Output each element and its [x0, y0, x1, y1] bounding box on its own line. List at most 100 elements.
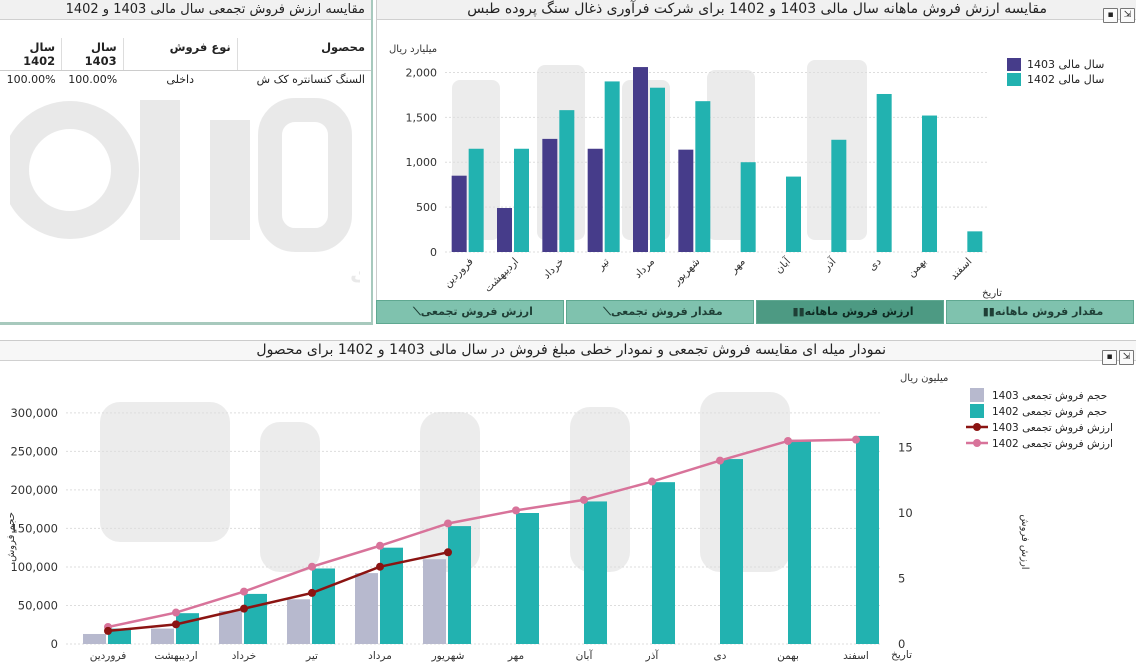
tab-label: مقدار فروش تجمعی [611, 305, 723, 318]
y-tick-label: 250,000 [10, 444, 58, 458]
tab-label: ارزش فروش تجمعی [420, 305, 533, 318]
y-tick-label: 2,000 [406, 66, 438, 79]
line-1403 [107, 551, 449, 633]
bar-1403 [587, 148, 603, 252]
legend-swatch [970, 388, 984, 402]
bar-1402 [788, 439, 811, 644]
x-tick-label: اسفند [843, 650, 869, 662]
x-axis-label: تاریخ [982, 288, 1002, 299]
cumulative-chart-tools: ▪ ⇲ [1100, 344, 1134, 365]
tab-3[interactable]: ارزش فروش تجمعی⟋ [376, 300, 564, 324]
table-header-row: محصول نوع فروش سال 1403 سال 1402 [0, 38, 371, 71]
point-1402 [580, 495, 588, 504]
x-tick-label: آذر [645, 649, 660, 662]
point-1403 [376, 562, 384, 571]
chart-tabs: ارزش فروش تجمعی⟋ مقدار فروش تجمعی⟋ ارزش فر… [376, 300, 1136, 324]
bar-1402 [695, 101, 711, 252]
y-axis-label: میلیارد ریال [389, 44, 437, 55]
monthly-chart-title: مقایسه ارزش فروش ماهانه سال مالی 1403 و … [377, 0, 1136, 20]
bar-1402 [516, 513, 539, 644]
point-1403 [240, 604, 248, 613]
export-icon[interactable]: ⇲ [1120, 8, 1135, 23]
export-icon[interactable]: ⇲ [1119, 350, 1134, 365]
table-panel-tools [2, 2, 36, 18]
x-tick-label: شهریور [670, 256, 702, 288]
save-icon[interactable]: ▪ [1103, 8, 1118, 23]
watermark-shape [700, 392, 790, 572]
bar-1402 [604, 81, 620, 252]
y2-tick-label: 5 [898, 572, 905, 586]
col-header-sale-type[interactable]: نوع فروش [122, 38, 238, 71]
bar-1402 [786, 176, 801, 252]
tab-0[interactable]: مقدار فروش ماهانه▮▮ [946, 300, 1134, 324]
watermark-text: کارگزار بورس اوراق بهادار، کالا و انرژی [350, 259, 360, 286]
x-tick-label: مهر [507, 650, 524, 662]
watermark-logo: کارگزار بورس اوراق بهادار، کالا و انرژی [10, 98, 360, 286]
y2-axis-label: ارزش فروش [1019, 514, 1030, 569]
col-header-1403[interactable]: سال 1403 [61, 38, 124, 71]
bar-1402 [720, 459, 743, 644]
bar-1402 [922, 115, 937, 252]
x-tick-label: فروردین [90, 650, 127, 662]
bar-1403 [287, 599, 310, 644]
bar-1402 [380, 547, 403, 644]
x-tick-label: اردیبهشت [154, 650, 197, 662]
col-header-1402[interactable]: سال 1402 [0, 38, 62, 71]
x-tick-label: آبان [772, 254, 794, 276]
y-tick-label: 100,000 [10, 560, 58, 574]
legend-swatch [1007, 58, 1021, 71]
y2-tick-label: 0 [898, 637, 905, 651]
bar-1403 [542, 138, 558, 252]
y-tick-label: 50,000 [18, 598, 58, 612]
bar-1403 [497, 208, 512, 252]
legend-label: سال مالی 1403 [1027, 58, 1104, 71]
point-1403 [104, 626, 112, 635]
monthly-chart-tools: ▪ ⇲ [1101, 2, 1135, 23]
bar-1402 [468, 148, 484, 252]
line-1402 [107, 438, 857, 629]
x-tick-label: مرداد [368, 650, 392, 662]
bar-1403 [423, 559, 446, 644]
y-tick-label: 150,000 [10, 521, 58, 535]
point-1402 [648, 477, 656, 486]
y-tick-label: 500 [416, 201, 437, 214]
y2-axis-unit: میلیون ریال [900, 373, 948, 384]
y2-tick-label: 10 [898, 506, 913, 520]
x-tick-label: دی [866, 255, 884, 273]
y2-tick-label: 15 [898, 441, 913, 455]
bar-1402 [108, 628, 131, 644]
point-1402 [784, 436, 792, 445]
point-1402 [240, 587, 248, 596]
bar-1403 [451, 175, 467, 252]
bar-1403 [678, 149, 694, 252]
col-header-product[interactable]: محصول [236, 38, 371, 71]
save-icon[interactable]: ▪ [1102, 350, 1117, 365]
x-tick-label: بهمن [905, 256, 929, 280]
line-chart-icon: ⟋ [413, 305, 421, 318]
legend-label: حجم فروش تجمعی 1402 [992, 406, 1107, 418]
bar-1402 [514, 148, 529, 252]
legend-label: سال مالی 1402 [1027, 73, 1104, 86]
cumulative-chart-panel: نمودار میله ای مقایسه فروش تجمعی و نمودا… [0, 340, 1136, 662]
point-1402 [716, 456, 724, 465]
monthly-chart-title-text: مقایسه ارزش فروش ماهانه سال مالی 1403 و … [467, 1, 1047, 17]
table-panel-title: مقایسه ارزش فروش تجمعی سال مالی 1403 و 1… [0, 0, 371, 20]
tab-label: مقدار فروش ماهانه [994, 305, 1104, 318]
y-tick-label: 1,500 [406, 111, 438, 124]
bar-chart-icon: ▮▮ [792, 305, 805, 318]
bar-chart-icon: ▮▮ [982, 305, 995, 318]
tab-2[interactable]: مقدار فروش تجمعی⟋ [566, 300, 754, 324]
legend-label: ارزش فروش تجمعی 1403 [992, 422, 1113, 434]
bar-1402 [176, 613, 199, 644]
point-1402 [444, 519, 452, 528]
tab-1[interactable]: ارزش فروش ماهانه▮▮ [756, 300, 944, 324]
bar-1402 [650, 87, 665, 252]
y-tick-label: 0 [430, 246, 437, 259]
line-chart-icon: ⟋ [603, 305, 611, 318]
legend-swatch [970, 404, 984, 418]
bar-1402 [559, 110, 575, 252]
point-1403 [172, 620, 180, 629]
y-axis-label: حجم فروش [6, 512, 17, 562]
table-row[interactable]: السنگ کنسانتره کک ش داخلی 100.00% 100.00… [0, 71, 371, 89]
